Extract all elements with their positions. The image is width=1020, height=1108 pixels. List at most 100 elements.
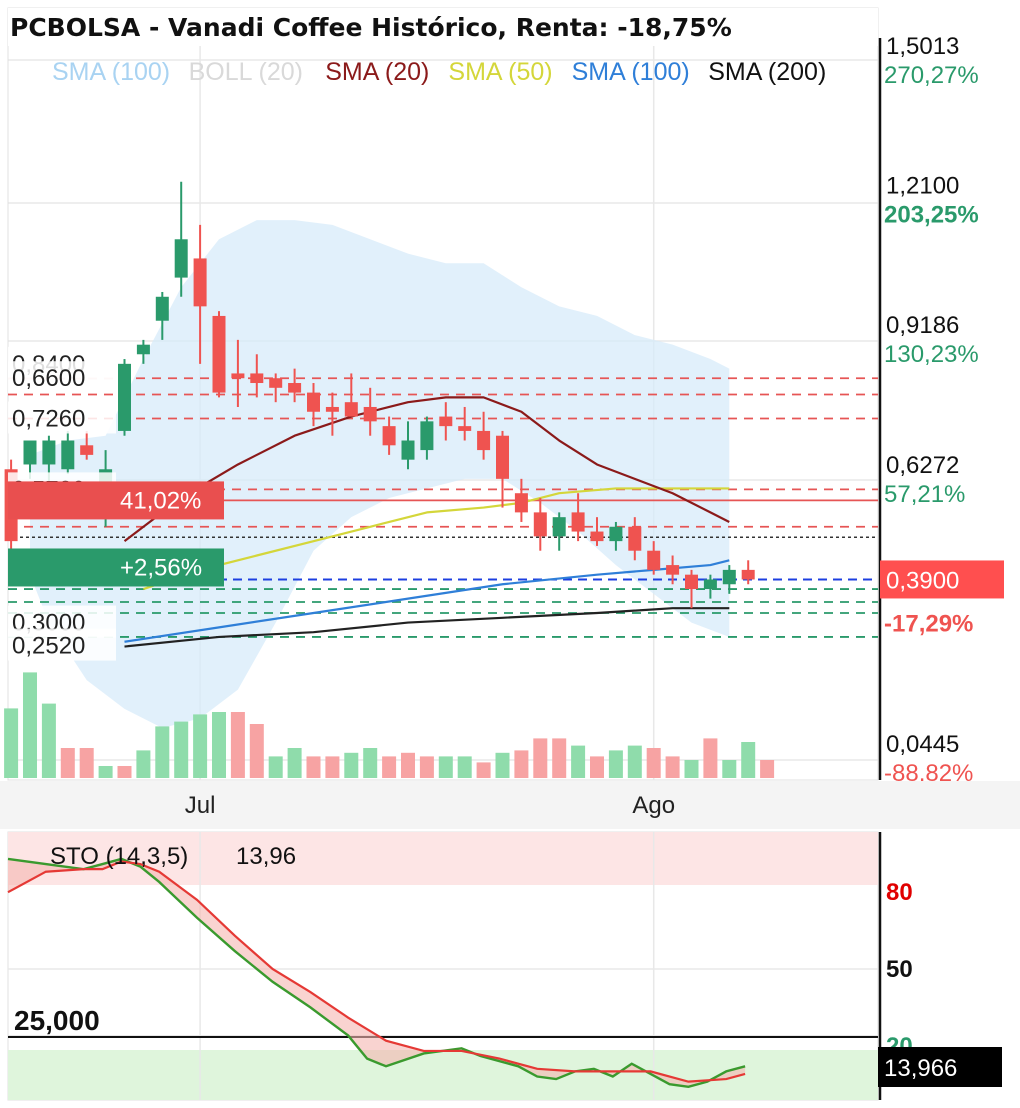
level-label: 0,6600 [12,365,85,392]
moving-averages [123,396,730,648]
candle-body [722,569,736,585]
candle-body [628,526,642,551]
level-badge [8,481,224,520]
volume-bar [136,750,151,778]
bollinger-band [30,220,730,728]
level-label-bg [8,361,116,394]
volume-bar [155,726,170,778]
legend-entry: SMA (100) [52,58,170,86]
candle-body [514,493,528,513]
level-badge-label: 41,02% [120,487,201,514]
candle-body [647,550,661,570]
candle-body [401,440,415,460]
volume-bar [438,756,453,778]
sto-fill [8,858,746,1087]
volume-bar [230,712,245,778]
candle-body [269,378,283,388]
volume-bar [703,738,718,778]
sma-50-line [143,487,730,591]
candle-body [363,406,377,422]
volume-bar [117,766,132,778]
level-badge [8,548,224,587]
volume-bar [514,750,529,778]
volume-bar [98,766,113,778]
sma-100-line [124,559,730,643]
legend: SMA (100) BOLL (20) SMA (20) SMA (50) SMA (1… [52,58,826,86]
candle-body [458,426,472,431]
sto-value-label: 13,96 [236,843,296,870]
candle-body [307,392,320,412]
current-price-label: 0,3900 [886,567,959,594]
candle-body [325,406,339,412]
current-price-percent: -17,29% [884,610,973,637]
candle-body [382,426,396,446]
candle-body [23,440,37,465]
legend-entry: SMA (20) [325,58,429,86]
sto-tick: 50 [886,956,913,983]
x-axis-band [0,781,1020,829]
volume-bar [193,714,208,778]
oversold-zone [8,1050,878,1100]
volume-bar [476,762,491,778]
sto-title: STO (14,3,5) [50,843,188,870]
legend-entry: SMA (100) [572,58,690,86]
volume-bar [552,738,567,778]
sto-level-label: 25,000 [14,1005,100,1036]
volume-bar [571,745,586,778]
x-tick-label: Ago [632,792,675,819]
candle-body [590,531,604,542]
volume-bar [268,756,283,778]
candle-body [80,445,94,455]
candle-body [420,421,434,451]
sma-20-line [123,396,730,543]
candle-body [344,402,358,417]
price-tick: 1,5013 [886,33,959,60]
volume-bar [457,756,472,778]
volume-bar [60,748,75,778]
percent-tick: 203,25% [884,202,979,229]
candle-body [231,373,245,379]
candle-body [61,440,75,470]
price-tick: 0,6272 [886,452,959,479]
percent-tick: 270,27% [884,62,979,89]
level-label: 0,2520 [12,633,85,660]
volume-bar [590,756,604,778]
volume-bar [741,742,756,778]
volume-bar [722,760,737,778]
candle-body [533,512,547,537]
candle-body [741,569,755,580]
candle-body [666,565,680,575]
volume-bar [533,738,548,778]
volume-bar [287,748,302,778]
percent-tick: 130,23% [884,341,979,368]
chart-title: PCBOLSA - Vanadi Coffee Histórico, Renta… [10,13,732,42]
volume-bar [627,745,642,778]
title-background [8,8,878,46]
volume-bar [363,748,378,778]
sto-current-badge [878,1047,1002,1087]
candle-body [552,517,566,537]
percent-tick: 57,21% [884,481,965,508]
candle-body [496,435,509,479]
x-axis: Jul Ago [185,792,675,819]
volume-bar [344,752,359,778]
volume-bar [401,752,415,778]
volume-bar [23,672,37,778]
volume-bar [608,750,623,778]
candle-body [212,315,226,393]
candle-body [609,526,623,542]
volume-bar [495,752,510,778]
price-tick: 1,2100 [886,173,959,200]
bollinger-fill [30,220,730,728]
candle-body [42,440,56,465]
x-tick-label: Jul [185,792,216,819]
candle-body [118,363,131,431]
candle-body [685,574,698,590]
volume-bars [4,672,775,778]
sto-current-label: 13,966 [884,1055,957,1082]
volume-bar [325,756,340,778]
level-badge-label: +2,56% [120,554,202,581]
